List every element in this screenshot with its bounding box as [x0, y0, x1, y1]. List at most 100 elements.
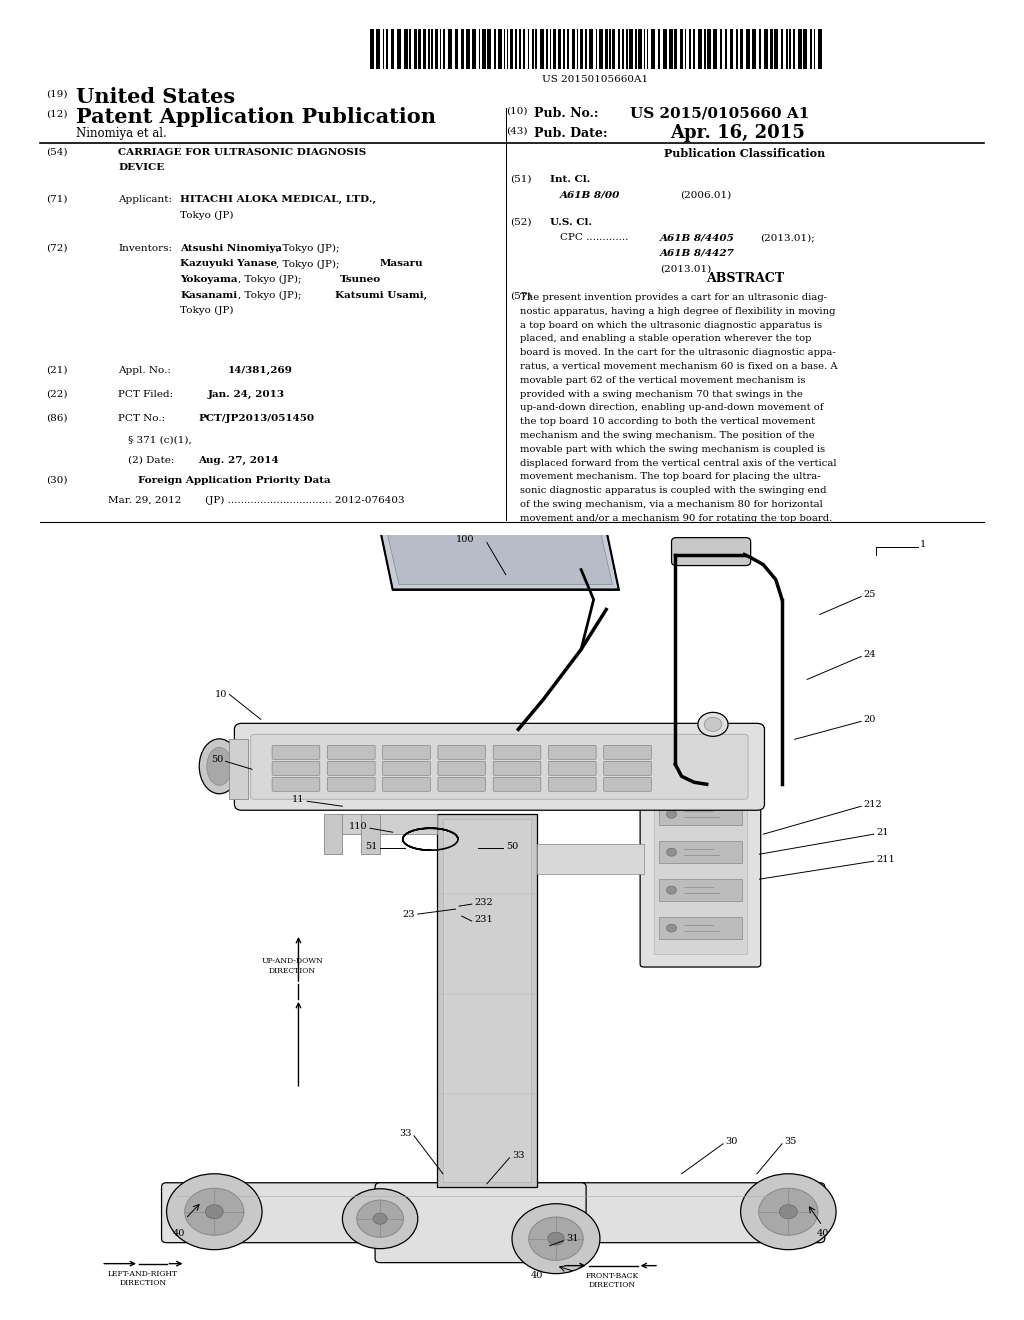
Text: movement and/or a mechanism 90 for rotating the top board.: movement and/or a mechanism 90 for rotat… [520, 513, 833, 523]
Text: LEFT-AND-RIGHT
DIRECTION: LEFT-AND-RIGHT DIRECTION [108, 1270, 178, 1287]
FancyBboxPatch shape [234, 723, 765, 810]
Circle shape [779, 1205, 798, 1218]
Text: , Tokyo (JP);: , Tokyo (JP); [276, 260, 340, 269]
Text: PCT/JP2013/051450: PCT/JP2013/051450 [198, 414, 314, 422]
Bar [818, 29, 822, 69]
Text: PCT Filed:: PCT Filed: [118, 389, 173, 399]
Text: (72): (72) [46, 244, 68, 253]
Bar [409, 29, 411, 69]
Bar [713, 29, 717, 69]
Bar [596, 29, 597, 69]
Bar [478, 29, 480, 69]
Text: 232: 232 [474, 898, 494, 907]
Circle shape [373, 1213, 387, 1224]
Bar [390, 29, 393, 69]
Text: 212: 212 [863, 800, 883, 809]
Text: movement mechanism. The top board for placing the ultra-: movement mechanism. The top board for pl… [520, 473, 820, 482]
Text: Jan. 24, 2013: Jan. 24, 2013 [208, 389, 285, 399]
Bar [435, 29, 438, 69]
Text: the top board 10 according to both the vertical movement: the top board 10 according to both the v… [520, 417, 815, 426]
Circle shape [167, 1173, 262, 1250]
Bar [428, 29, 429, 69]
Text: The present invention provides a cart for an ultrasonic diag-: The present invention provides a cart fo… [520, 293, 827, 302]
Text: Int. Cl.: Int. Cl. [550, 176, 591, 183]
Bar [674, 29, 677, 69]
Text: 31: 31 [566, 1234, 579, 1243]
Bar [618, 29, 620, 69]
Text: Pub. Date:: Pub. Date: [534, 127, 607, 140]
Bar [336, 814, 436, 834]
FancyBboxPatch shape [438, 777, 485, 791]
Text: A61B 8/4405: A61B 8/4405 [660, 234, 735, 243]
Bar [385, 29, 387, 69]
Bar [781, 29, 782, 69]
Text: 30: 30 [726, 1138, 738, 1146]
Bar [498, 29, 502, 69]
Bar [725, 29, 727, 69]
Bar [774, 29, 778, 69]
Bar [376, 29, 380, 69]
Text: (30): (30) [46, 477, 68, 484]
Text: (10): (10) [506, 107, 527, 116]
Text: Pub. No.:: Pub. No.: [534, 107, 598, 120]
FancyBboxPatch shape [604, 746, 651, 759]
Bar [643, 29, 645, 69]
Bar [626, 29, 628, 69]
Text: United States: United States [76, 87, 236, 107]
Bar [443, 820, 530, 1181]
Bar [414, 29, 417, 69]
Bar [790, 29, 791, 69]
Text: 40: 40 [817, 1229, 829, 1238]
Text: Mar. 29, 2012: Mar. 29, 2012 [108, 496, 181, 506]
Bar [739, 29, 742, 69]
Text: movable part with which the swing mechanism is coupled is: movable part with which the swing mechan… [520, 445, 825, 454]
Text: 20: 20 [863, 715, 877, 723]
Bar [447, 29, 452, 69]
Text: Yokoyama: Yokoyama [180, 275, 238, 284]
Text: Kazuyuki Yanase: Kazuyuki Yanase [180, 260, 278, 268]
Text: 100: 100 [456, 535, 474, 544]
Text: (2013.01);: (2013.01); [760, 234, 815, 243]
Circle shape [356, 1200, 403, 1237]
FancyBboxPatch shape [383, 746, 430, 759]
FancyBboxPatch shape [272, 746, 319, 759]
Bar [604, 29, 607, 69]
Text: movable part 62 of the vertical movement mechanism is: movable part 62 of the vertical movement… [520, 376, 806, 385]
Bar [519, 29, 521, 69]
Text: , Tokyo (JP);: , Tokyo (JP); [276, 244, 340, 253]
Text: placed, and enabling a stable operation wherever the top: placed, and enabling a stable operation … [520, 334, 811, 343]
Bar [730, 29, 733, 69]
Text: (51): (51) [510, 176, 531, 183]
Bar [515, 29, 517, 69]
Text: Applicant:: Applicant: [118, 195, 172, 205]
Bar [658, 29, 660, 69]
Bar [423, 29, 426, 69]
Bar [461, 29, 464, 69]
Bar [752, 29, 756, 69]
Circle shape [206, 1205, 223, 1218]
Text: mechanism and the swing mechanism. The position of the: mechanism and the swing mechanism. The p… [520, 432, 815, 440]
Circle shape [667, 849, 677, 857]
Bar [481, 29, 485, 69]
Circle shape [342, 1189, 418, 1249]
Text: FRONT-BACK
DIRECTION: FRONT-BACK DIRECTION [586, 1272, 639, 1290]
Circle shape [759, 1188, 818, 1236]
Bar [532, 29, 534, 69]
Bar [523, 29, 524, 69]
Circle shape [528, 1217, 584, 1261]
FancyBboxPatch shape [640, 762, 761, 968]
FancyBboxPatch shape [549, 777, 596, 791]
Text: 110: 110 [349, 822, 368, 830]
Text: U.S. Cl.: U.S. Cl. [550, 218, 592, 227]
Text: A61B 8/00: A61B 8/00 [560, 190, 621, 199]
Text: (19): (19) [46, 90, 68, 99]
Text: (43): (43) [506, 127, 527, 136]
Text: (54): (54) [46, 148, 68, 157]
Bar [439, 29, 441, 69]
Bar [403, 29, 408, 69]
Text: 35: 35 [784, 1138, 797, 1146]
Bar [229, 739, 248, 799]
Text: Patent Application Publication: Patent Application Publication [76, 107, 436, 127]
Text: Apr. 16, 2015: Apr. 16, 2015 [670, 124, 805, 143]
Bar [798, 29, 802, 69]
